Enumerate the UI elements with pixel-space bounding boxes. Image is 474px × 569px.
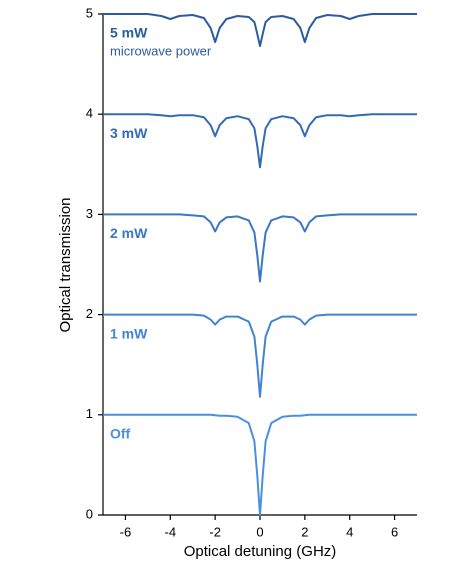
x-tick-label: 6 (391, 524, 398, 539)
x-tick-label: 2 (301, 524, 308, 539)
x-tick-label: -2 (209, 524, 221, 539)
series-line (103, 113, 417, 169)
x-tick-label: 0 (256, 524, 263, 539)
y-tick-label: 3 (86, 206, 93, 221)
x-tick-label: -6 (120, 524, 132, 539)
series-label: 1 mW (110, 325, 148, 341)
y-tick-label: 0 (86, 506, 93, 521)
series-label: 5 mW (110, 25, 148, 41)
y-tick-label: 5 (86, 5, 93, 20)
series-label: Off (110, 426, 131, 442)
series-label: 2 mW (110, 225, 148, 241)
series-line (103, 313, 417, 398)
series-label: 3 mW (110, 125, 148, 141)
y-axis-label: Optical transmission (57, 197, 74, 332)
y-tick-label: 2 (86, 306, 93, 321)
x-tick-label: -4 (165, 524, 177, 539)
y-tick-label: 4 (86, 106, 93, 121)
x-axis-label: Optical detuning (GHz) (184, 543, 337, 560)
series-line (103, 413, 417, 516)
y-tick-label: 1 (86, 406, 93, 421)
series-line (103, 13, 417, 48)
series-line (103, 213, 417, 283)
annotation: microwave power (110, 43, 212, 58)
x-tick-label: 4 (346, 524, 353, 539)
